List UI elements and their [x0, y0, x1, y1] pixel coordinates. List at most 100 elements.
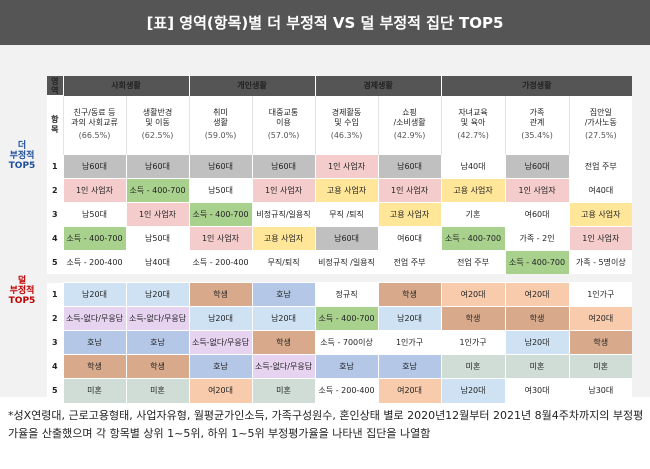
rank-number: 5 [47, 378, 63, 403]
column-label-line: 집안일 [589, 108, 612, 117]
column-label-line: 쇼핑 [402, 108, 417, 117]
column-percentage: (46.3%) [330, 131, 363, 140]
table-row: 5 소득 - 200-400 남40대 소득 - 200-400 무직/퇴직 비정규직 /… [47, 249, 633, 274]
column-label-line: 대중교통 [268, 108, 299, 117]
table-row: 1 남20대 남20대 학생 호남 정규직 학생 여20대 여20대 1인가구 [47, 282, 633, 307]
table-cell: 소득-없다/무응답 [62, 306, 126, 331]
table-cell: 전업 주부 [377, 249, 442, 274]
table-cell: 학생 [251, 330, 316, 355]
table-cell: 호남 [188, 354, 253, 379]
group-header-row: 영 역 사회생활 개인생활 경제생활 가정생활 [47, 76, 633, 96]
table-cell: 남20대 [188, 306, 253, 331]
table-cell: 남40대 [440, 153, 506, 178]
table-cell: 1인 사업자 [251, 177, 316, 202]
column-label-line: 및 수입 [334, 118, 359, 127]
table-row: 3 남50대 1인 사업자 소득 - 400-700 비정규직/일용직 무직 /퇴직 고용 … [47, 201, 633, 226]
table-cell: 남20대 [251, 306, 316, 331]
column-label-line: 친구/동료 등 [73, 108, 116, 117]
table-cell: 학생 [377, 282, 442, 307]
table-cell: 1인가구 [440, 330, 506, 355]
table-cell: 미혼 [251, 378, 316, 403]
table-cell: 남60대 [125, 153, 190, 178]
top5-table: 영 역 사회생활 개인생활 경제생활 가정생활 항 목 친구/동료 등 과의 사회교류 (66.5%… [47, 76, 633, 403]
table-cell: 미혼 [125, 378, 190, 403]
table-cell: 1인가구 [568, 282, 633, 307]
table-row: 5 미혼 미혼 여20대 미혼 소득 - 200-400 여20대 남20대 여30대 남30대 [47, 378, 633, 403]
rank-number: 3 [47, 202, 63, 226]
table-cell: 호남 [314, 354, 379, 379]
table-cell: 남20대 [440, 378, 506, 403]
table-row: 4 학생 학생 호남 소득-없다/무응답 호남 호남 미혼 미혼 미혼 [47, 354, 633, 379]
table-cell: 호남 [377, 354, 442, 379]
table-cell: 남60대 [188, 153, 253, 178]
table-cell: 소득 - 400-700 [125, 177, 190, 202]
column-header-0: 친구/동료 등 과의 사회교류 (66.5%) [62, 95, 126, 154]
column-label-line: 자녀교육 [458, 108, 488, 117]
group-header-3: 가정생활 [440, 76, 633, 96]
column-label-line: 생활 [213, 118, 228, 127]
rank-number: 4 [47, 226, 63, 250]
rank-number: 1 [47, 154, 63, 178]
table-cell: 비정규직 /일용직 [314, 249, 379, 274]
table-cell: 여20대 [377, 378, 442, 403]
column-header-5: 쇼핑/소비생활 (42.9%) [377, 95, 442, 154]
table-cell: 남60대 [251, 153, 316, 178]
table-cell: 고용 사업자 [568, 201, 633, 226]
rank-number: 3 [47, 330, 63, 355]
table-cell: 학생 [125, 354, 190, 379]
table-cell: 학생 [568, 330, 633, 355]
column-header-3: 대중교통 이용 (57.0%) [251, 95, 316, 154]
table-cell: 미혼 [62, 378, 126, 403]
table-cell: 정규직 [314, 282, 379, 307]
column-header-8: 집안일/가사노동 (27.5%) [568, 95, 633, 154]
table-cell: 호남 [62, 330, 126, 355]
table-cell: 1인 사업자 [62, 177, 126, 202]
rank-number: 4 [47, 354, 63, 379]
table-cell: 고용 사업자 [251, 225, 316, 250]
table-row: 2 소득-없다/무응답 소득-없다/무응답 남20대 남20대 소득 - 400-700 남… [47, 306, 633, 331]
table-cell: 여60대 [504, 201, 570, 226]
table-cell: 소득 - 400-700 [314, 306, 379, 331]
column-percentage: (66.5%) [78, 131, 111, 140]
table-cell: 여20대 [504, 282, 570, 307]
group-header-0: 사회생활 [62, 76, 190, 96]
column-header-4: 경제활동 및 수입 (46.3%) [314, 95, 379, 154]
table-cell: 호남 [125, 330, 190, 355]
rank-number: 1 [47, 282, 63, 307]
group-header-2: 경제생활 [314, 76, 442, 96]
column-label-line: 생활반경 [142, 108, 173, 117]
table-cell: 소득 - 400-700 [62, 225, 126, 250]
table-cell: 남60대 [62, 153, 126, 178]
table-cell: 남20대 [504, 330, 570, 355]
column-label-line: 과의 사회교류 [71, 118, 118, 127]
table-row: 4 소득 - 400-700 남50대 1인 사업자 고용 사업자 남60대 여60대 소득 … [47, 225, 633, 250]
table-cell: 여40대 [568, 177, 633, 202]
table-cell: 기혼 [440, 201, 506, 226]
table-cell: 소득 - 200-400 [314, 378, 379, 403]
table-row: 3 호남 호남 소득-없다/무응답 학생 소득 - 700이상 1인가구 1인가구 남20대 학생 [47, 330, 633, 355]
separator-cell [47, 274, 633, 283]
table-cell: 학생 [504, 306, 570, 331]
column-percentage: (35.4%) [521, 131, 553, 140]
column-label-line: 이용 [276, 118, 291, 127]
table-cell: 소득 - 400-700 [440, 225, 506, 250]
table-cell: 호남 [251, 282, 316, 307]
table-panel: 더 부정적 TOP5 덜 부정적 TOP5 영 역 사회생활 개인생활 경제생활 가정생활 항 목 친구… [0, 45, 650, 403]
table-cell: 전업 주부 [440, 249, 506, 274]
column-label-line: 및 이동 [145, 118, 170, 127]
table-cell: 남40대 [125, 249, 190, 274]
section-separator [47, 274, 633, 283]
group-header-1: 개인생활 [188, 76, 316, 96]
table-cell: 1인 사업자 [314, 153, 379, 178]
table-cell: 미혼 [504, 354, 570, 379]
column-label-line: 취미 [213, 108, 228, 117]
table-cell: 1인 사업자 [504, 177, 570, 202]
column-header-2: 취미 생활 (59.0%) [188, 95, 253, 154]
rank-number: 2 [47, 306, 63, 331]
column-label-line: 경제활동 [331, 108, 362, 117]
table-cell: 미혼 [440, 354, 506, 379]
table-cell: 소득-없다/무응답 [125, 306, 190, 331]
more-negative-label: 더 부정적 TOP5 [8, 141, 36, 171]
